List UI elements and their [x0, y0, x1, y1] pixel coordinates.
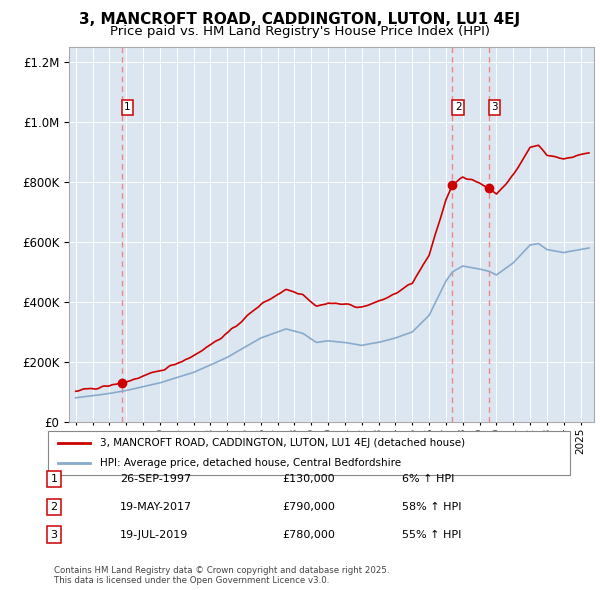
Text: 19-JUL-2019: 19-JUL-2019: [120, 530, 188, 539]
Text: 58% ↑ HPI: 58% ↑ HPI: [402, 502, 461, 512]
Text: Contains HM Land Registry data © Crown copyright and database right 2025.
This d: Contains HM Land Registry data © Crown c…: [54, 566, 389, 585]
Text: 1: 1: [124, 102, 131, 112]
Text: 55% ↑ HPI: 55% ↑ HPI: [402, 530, 461, 539]
Text: 3, MANCROFT ROAD, CADDINGTON, LUTON, LU1 4EJ (detached house): 3, MANCROFT ROAD, CADDINGTON, LUTON, LU1…: [100, 438, 466, 448]
Text: 1: 1: [50, 474, 58, 484]
Text: £130,000: £130,000: [282, 474, 335, 484]
Text: 2: 2: [50, 502, 58, 512]
Text: 3: 3: [50, 530, 58, 539]
Text: HPI: Average price, detached house, Central Bedfordshire: HPI: Average price, detached house, Cent…: [100, 458, 401, 467]
FancyBboxPatch shape: [48, 431, 570, 475]
Text: 19-MAY-2017: 19-MAY-2017: [120, 502, 192, 512]
Text: 6% ↑ HPI: 6% ↑ HPI: [402, 474, 454, 484]
Text: £780,000: £780,000: [282, 530, 335, 539]
Text: 26-SEP-1997: 26-SEP-1997: [120, 474, 191, 484]
Text: £790,000: £790,000: [282, 502, 335, 512]
Text: 3, MANCROFT ROAD, CADDINGTON, LUTON, LU1 4EJ: 3, MANCROFT ROAD, CADDINGTON, LUTON, LU1…: [79, 12, 521, 27]
Text: 2: 2: [455, 102, 461, 112]
Text: 3: 3: [491, 102, 498, 112]
Text: Price paid vs. HM Land Registry's House Price Index (HPI): Price paid vs. HM Land Registry's House …: [110, 25, 490, 38]
